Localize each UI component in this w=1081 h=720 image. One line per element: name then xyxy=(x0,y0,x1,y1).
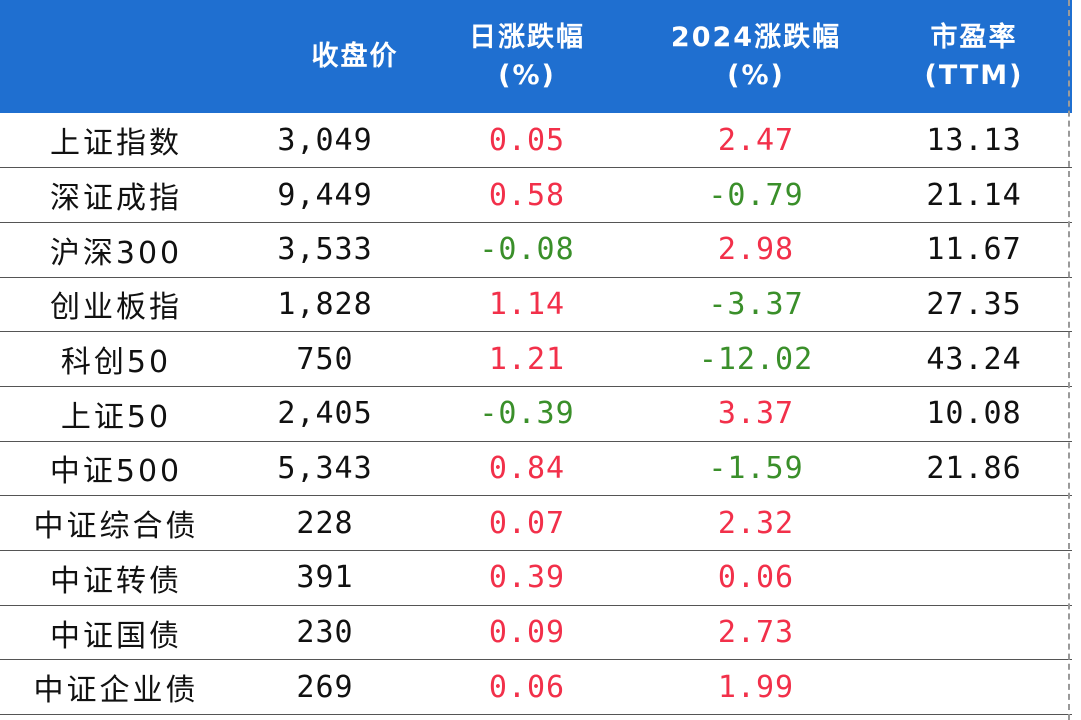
header-daily-line1: 日涨跌幅 xyxy=(469,21,585,53)
table-row: 上证指数 3,049 0.05 2.47 13.13 xyxy=(0,113,1072,169)
row-close: 391 xyxy=(232,550,418,606)
header-ytd-change: 2024涨跌幅 (%) xyxy=(636,0,876,113)
row-daily-change: 0.58 xyxy=(418,167,636,223)
row-daily-change: 0.05 xyxy=(418,113,636,169)
table-row: 中证企业债 269 0.06 1.99 xyxy=(0,659,1072,716)
table-body: 上证指数 3,049 0.05 2.47 13.13 深证成指 9,449 0.58 -0.79… xyxy=(0,113,1072,716)
header-ytd-line1: 2024涨跌幅 xyxy=(670,21,842,53)
row-ytd-change: 2.47 xyxy=(636,113,876,169)
row-name: 中证综合债 xyxy=(0,495,232,551)
row-name: 上证指数 xyxy=(0,113,232,169)
header-daily-change: 日涨跌幅 (%) xyxy=(418,0,636,113)
header-daily-line2: (%) xyxy=(498,59,556,91)
row-name: 中证国债 xyxy=(0,605,232,661)
row-name: 沪深300 xyxy=(0,222,232,278)
row-name: 深证成指 xyxy=(0,167,232,223)
row-ytd-change: -3.37 xyxy=(636,277,876,333)
row-pe xyxy=(876,550,1072,606)
row-name: 上证50 xyxy=(0,386,232,442)
table-row: 中证转债 391 0.39 0.06 xyxy=(0,550,1072,606)
row-daily-change: 0.07 xyxy=(418,495,636,551)
row-close: 5,343 xyxy=(232,441,418,497)
row-close: 2,405 xyxy=(232,386,418,442)
row-pe: 43.24 xyxy=(876,331,1072,387)
row-ytd-change: -1.59 xyxy=(636,441,876,497)
row-name: 中证企业债 xyxy=(0,659,232,716)
row-ytd-change: 2.98 xyxy=(636,222,876,278)
row-name: 创业板指 xyxy=(0,277,232,333)
table-row: 创业板指 1,828 1.14 -3.37 27.35 xyxy=(0,277,1072,333)
sheet-right-edge xyxy=(1068,0,1070,720)
row-pe: 13.13 xyxy=(876,113,1072,169)
row-daily-change: 0.06 xyxy=(418,659,636,716)
row-close: 750 xyxy=(232,331,418,387)
header-close: 收盘价 xyxy=(232,0,418,113)
row-ytd-change: 1.99 xyxy=(636,659,876,716)
row-daily-change: 0.09 xyxy=(418,605,636,661)
row-pe: 27.35 xyxy=(876,277,1072,333)
row-ytd-change: -12.02 xyxy=(636,331,876,387)
row-close: 1,828 xyxy=(232,277,418,333)
row-daily-change: 0.84 xyxy=(418,441,636,497)
table-header: 收盘价 日涨跌幅 (%) 2024涨跌幅 (%) 市盈率 (TTM) xyxy=(0,0,1072,113)
row-close: 3,049 xyxy=(232,113,418,169)
row-close: 230 xyxy=(232,605,418,661)
header-pe-line1: 市盈率 xyxy=(930,21,1018,53)
row-daily-change: -0.08 xyxy=(418,222,636,278)
row-daily-change: 0.39 xyxy=(418,550,636,606)
row-name: 中证500 xyxy=(0,441,232,497)
row-pe xyxy=(876,605,1072,661)
row-pe: 10.08 xyxy=(876,386,1072,442)
row-ytd-change: 2.32 xyxy=(636,495,876,551)
row-pe: 21.86 xyxy=(876,441,1072,497)
row-close: 228 xyxy=(232,495,418,551)
row-ytd-change: 0.06 xyxy=(636,550,876,606)
row-pe xyxy=(876,495,1072,551)
header-name xyxy=(0,0,232,113)
table-row: 沪深300 3,533 -0.08 2.98 11.67 xyxy=(0,222,1072,278)
table-row: 深证成指 9,449 0.58 -0.79 21.14 xyxy=(0,167,1072,223)
row-pe: 11.67 xyxy=(876,222,1072,278)
table-row: 中证国债 230 0.09 2.73 xyxy=(0,605,1072,661)
row-daily-change: -0.39 xyxy=(418,386,636,442)
row-daily-change: 1.21 xyxy=(418,331,636,387)
table-row: 上证50 2,405 -0.39 3.37 10.08 xyxy=(0,386,1072,442)
row-pe xyxy=(876,659,1072,716)
row-close: 9,449 xyxy=(232,167,418,223)
header-pe: 市盈率 (TTM) xyxy=(876,0,1072,113)
table-row: 中证综合债 228 0.07 2.32 xyxy=(0,495,1072,551)
header-close-label: 收盘价 xyxy=(311,40,399,72)
row-pe: 21.14 xyxy=(876,167,1072,223)
row-close: 3,533 xyxy=(232,222,418,278)
table-row: 科创50 750 1.21 -12.02 43.24 xyxy=(0,331,1072,387)
row-ytd-change: 3.37 xyxy=(636,386,876,442)
header-ytd-line2: (%) xyxy=(727,59,785,91)
row-ytd-change: 2.73 xyxy=(636,605,876,661)
row-name: 中证转债 xyxy=(0,550,232,606)
row-close: 269 xyxy=(232,659,418,716)
row-daily-change: 1.14 xyxy=(418,277,636,333)
table-row: 中证500 5,343 0.84 -1.59 21.86 xyxy=(0,441,1072,497)
row-name: 科创50 xyxy=(0,331,232,387)
row-ytd-change: -0.79 xyxy=(636,167,876,223)
header-pe-line2: (TTM) xyxy=(924,59,1024,91)
header-row: 收盘价 日涨跌幅 (%) 2024涨跌幅 (%) 市盈率 (TTM) xyxy=(0,0,1072,113)
